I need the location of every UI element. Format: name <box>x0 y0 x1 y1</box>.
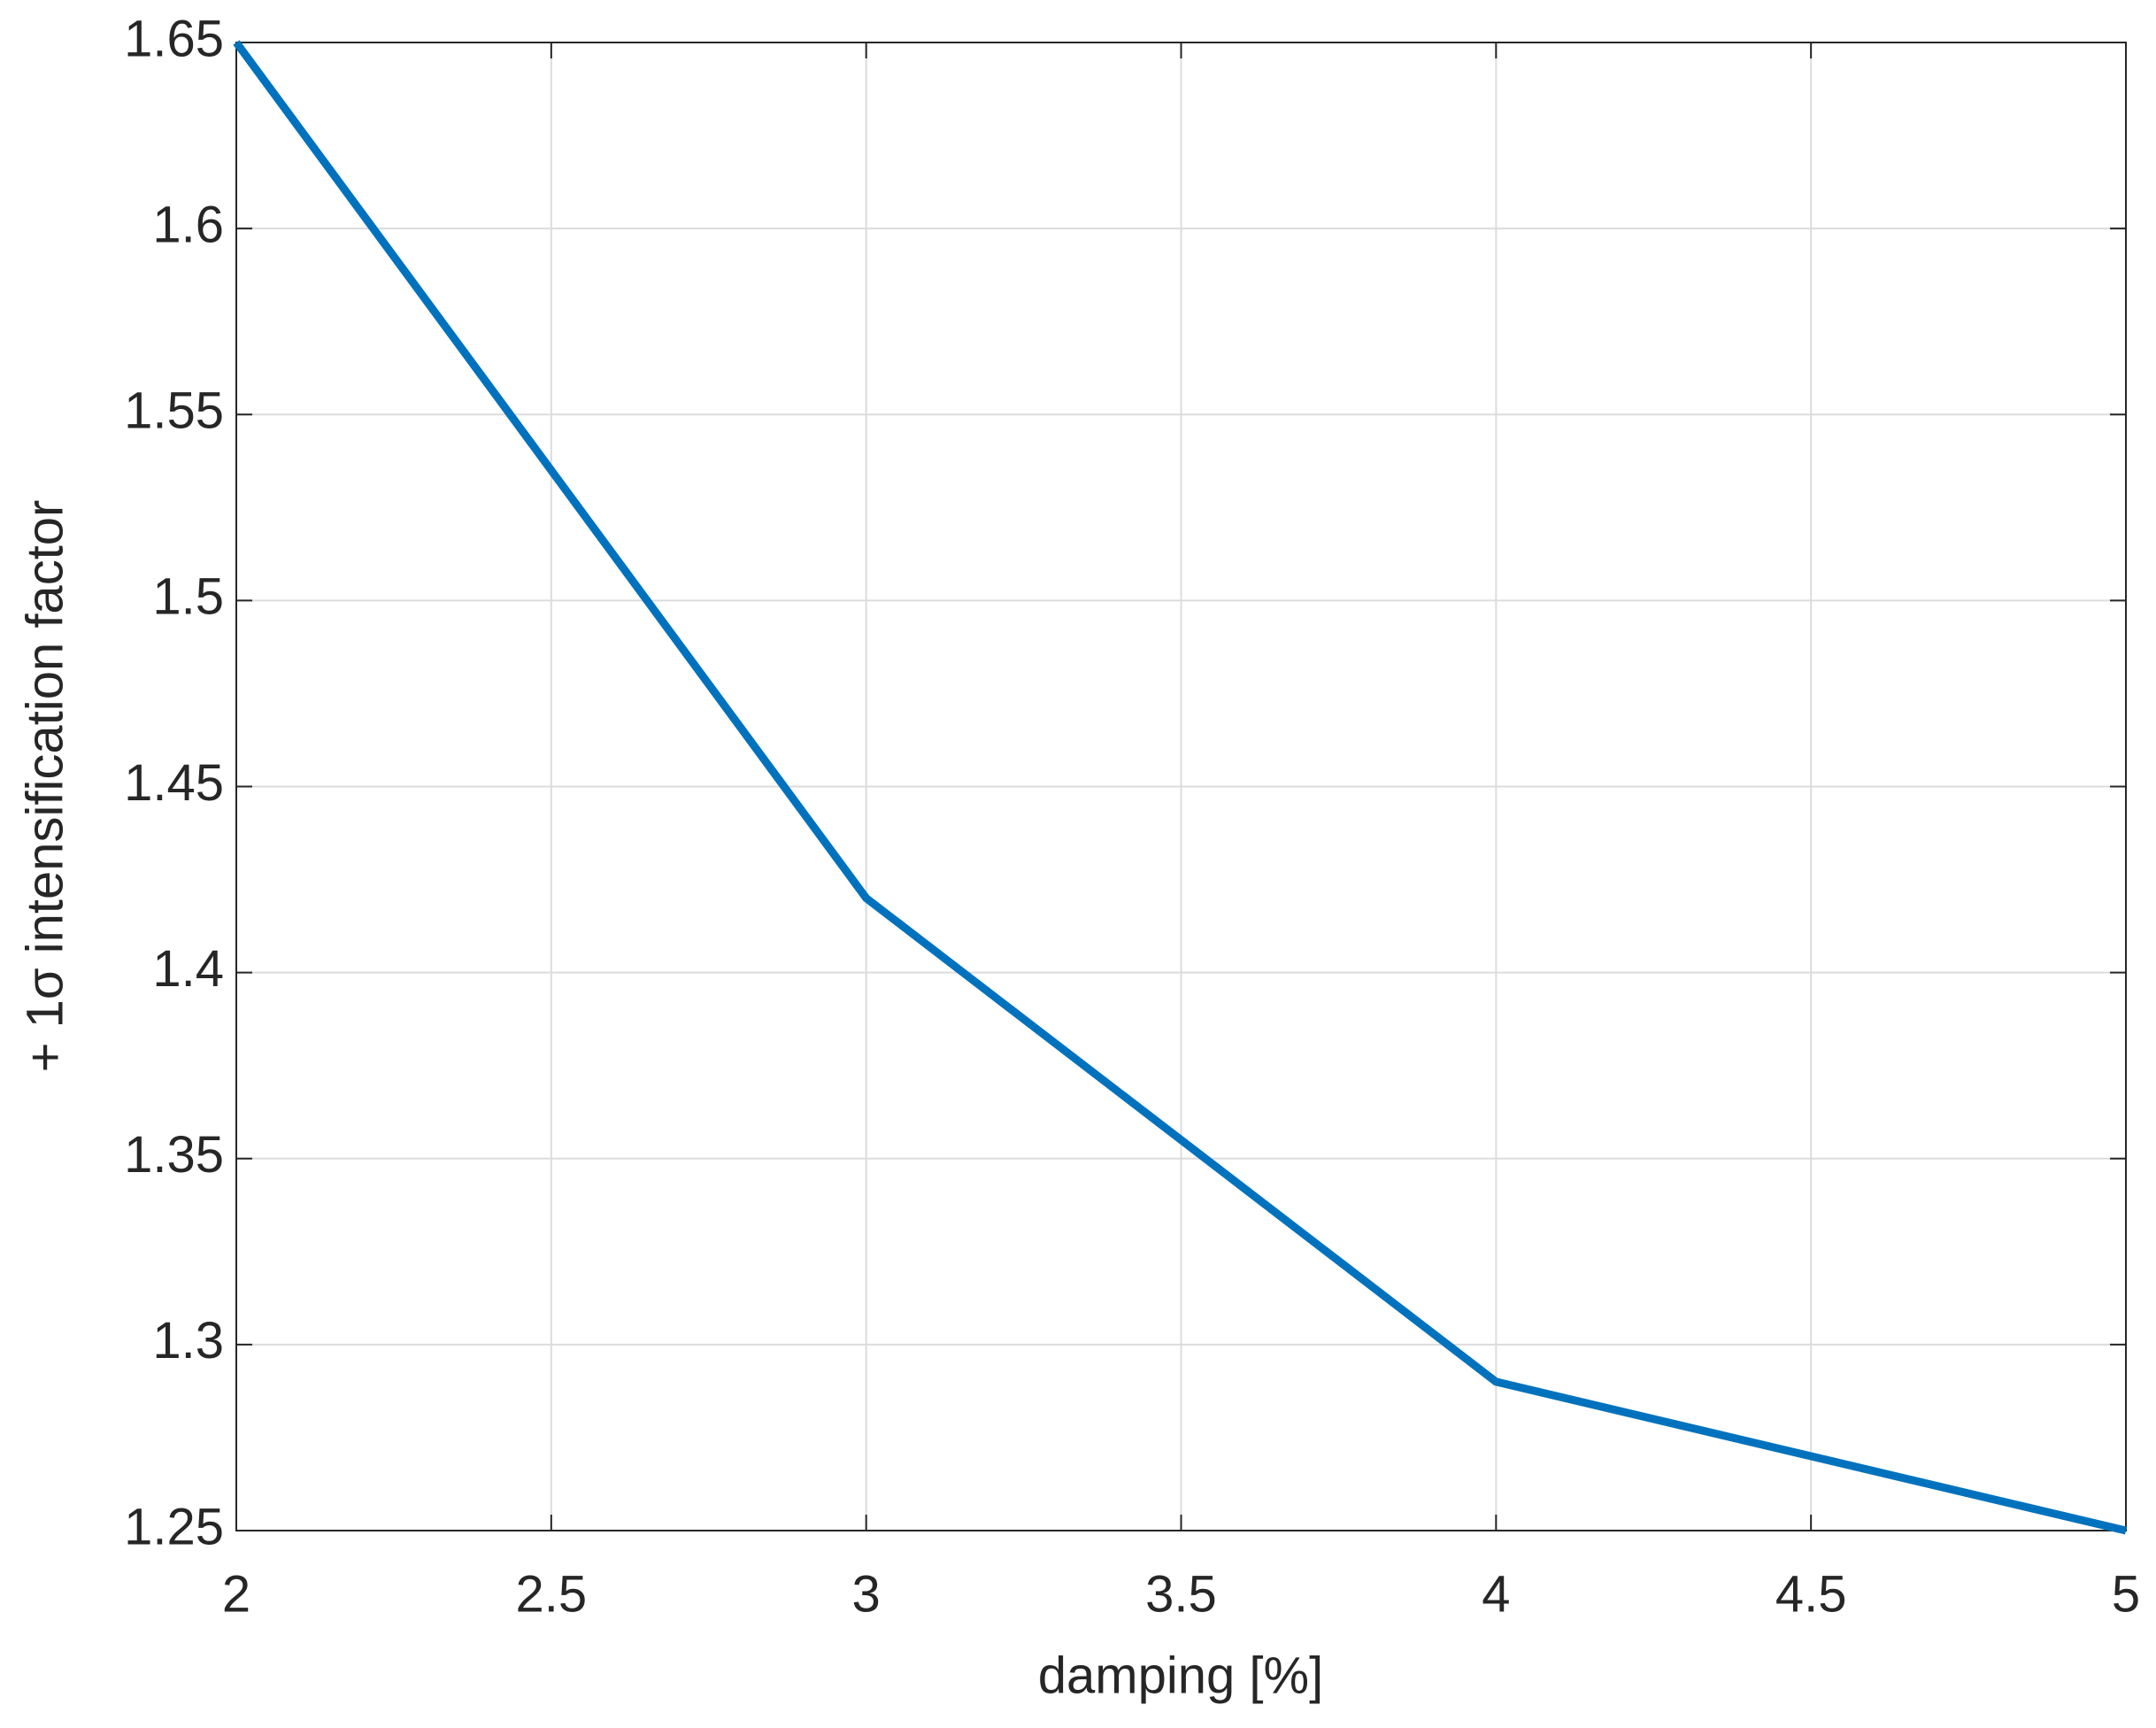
y-tick-label: 1.65 <box>124 10 224 67</box>
y-tick-label: 1.55 <box>124 382 224 440</box>
x-axis-label: damping [%] <box>1038 1647 1323 1704</box>
y-tick-label: 1.35 <box>124 1126 224 1184</box>
y-tick-label: 1.3 <box>152 1312 224 1369</box>
x-tick-label: 2 <box>222 1565 250 1623</box>
x-tick-label: 4 <box>1482 1565 1510 1623</box>
data-line <box>233 40 2128 1535</box>
x-tick-label: 5 <box>2112 1565 2140 1623</box>
x-tick-label: 4.5 <box>1775 1565 1847 1623</box>
x-tick-label: 3 <box>852 1565 881 1623</box>
y-tick-label: 1.6 <box>152 196 224 253</box>
y-tick-label: 1.5 <box>152 568 224 626</box>
y-tick-label: 1.45 <box>124 754 224 812</box>
plot-frame <box>235 42 2127 1531</box>
y-tick-label: 1.25 <box>124 1498 224 1555</box>
y-tick-label: 1.4 <box>152 940 224 998</box>
x-tick-label: 3.5 <box>1145 1565 1217 1623</box>
x-tick-label: 2.5 <box>516 1565 588 1623</box>
y-axis-label: + 1σ intensification factor <box>16 500 73 1073</box>
